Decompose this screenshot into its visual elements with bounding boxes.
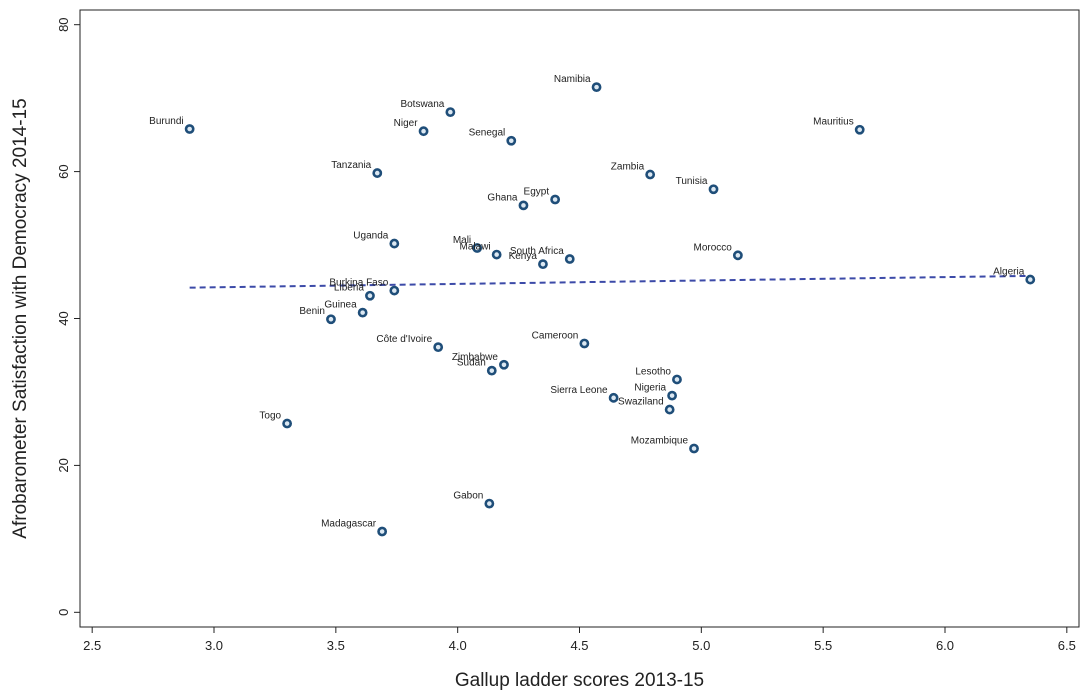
data-point [564, 254, 575, 264]
data-point [445, 107, 456, 117]
data-point [506, 135, 517, 146]
data-point [499, 359, 509, 370]
data-point [1025, 274, 1036, 285]
point-label: Algeria [993, 267, 1025, 278]
x-tick-label: 6.0 [936, 638, 954, 653]
x-axis-title: Gallup ladder scores 2013-15 [455, 670, 704, 691]
point-label: Zimbabwe [452, 352, 499, 363]
data-point [491, 249, 502, 260]
point-label: Malawi [460, 242, 491, 253]
point-label: Côte d'Ivoire [376, 334, 432, 345]
data-point [689, 443, 699, 454]
x-axis: 2.5 3.0 3.5 4.0 4.5 5.0 5.5 6.0 6.5 [83, 627, 1076, 653]
point-label: Namibia [554, 74, 591, 85]
data-point [184, 124, 195, 134]
x-tick-label: 3.5 [327, 638, 345, 653]
x-tick-label: 4.5 [570, 638, 588, 653]
data-point [372, 168, 383, 178]
data-point [667, 390, 677, 401]
point-label: Botswana [400, 99, 444, 110]
y-tick-label: 20 [56, 458, 71, 472]
trend-line-group [189, 274, 1031, 289]
point-label: Madagascar [321, 519, 377, 530]
point-label: Nigeria [634, 383, 666, 394]
point-label: Swaziland [618, 397, 664, 408]
data-points [184, 82, 1036, 537]
point-label: Sierra Leone [550, 385, 608, 396]
data-point [518, 200, 529, 211]
point-label: Gabon [453, 491, 483, 502]
x-tick-label: 5.0 [692, 638, 710, 653]
data-point [672, 374, 682, 385]
x-tick-label: 4.0 [449, 638, 467, 653]
point-label: Senegal [469, 128, 506, 139]
point-label: Mozambique [631, 436, 689, 447]
data-point [486, 365, 497, 376]
data-point [579, 338, 590, 349]
data-point [664, 404, 675, 415]
data-point [645, 169, 656, 180]
point-label: Guinea [324, 300, 357, 311]
data-point [418, 126, 429, 137]
point-label: Benin [299, 306, 325, 317]
data-point [591, 82, 602, 93]
plot-border [79, 9, 1080, 628]
point-label: Togo [259, 411, 281, 422]
point-label: Burundi [149, 116, 183, 127]
point-label: Uganda [353, 231, 388, 242]
data-point [357, 307, 368, 318]
point-label: Egypt [524, 187, 550, 198]
data-point [389, 238, 400, 249]
data-point [538, 259, 548, 270]
data-point [389, 285, 400, 296]
y-tick-label: 0 [56, 609, 71, 616]
data-point [433, 342, 444, 353]
point-label: Mauritius [813, 117, 854, 128]
data-point [732, 250, 743, 261]
point-label: Morocco [694, 242, 733, 253]
data-point [282, 418, 293, 429]
y-tick-label: 60 [56, 164, 71, 178]
data-point [484, 498, 495, 509]
point-label: Niger [394, 118, 419, 129]
y-tick-label: 40 [56, 311, 71, 325]
x-tick-label: 3.0 [205, 638, 223, 653]
point-label: Tunisia [676, 176, 708, 187]
point-label: Mali [453, 235, 471, 246]
data-point [608, 392, 619, 403]
data-point [326, 314, 336, 325]
point-label: Cameroon [532, 330, 579, 341]
y-axis: 0 20 40 60 80 [56, 17, 80, 616]
point-label: Kenya [509, 251, 538, 262]
y-tick-label: 80 [56, 17, 71, 31]
point-label: Tanzania [331, 160, 371, 171]
point-label: Ghana [487, 192, 517, 203]
plot-frame [79, 9, 1080, 628]
trend-line [189, 274, 1031, 289]
point-label: Zambia [611, 162, 645, 173]
point-label: Burkina Faso [329, 278, 388, 289]
point-label: South Africa [510, 246, 564, 257]
x-tick-label: 6.5 [1058, 638, 1076, 653]
data-point [365, 290, 375, 301]
data-point [472, 243, 483, 253]
data-point [550, 194, 561, 205]
data-point [708, 184, 719, 195]
y-axis-title: Afrobarometer Satisfaction with Democrac… [10, 98, 31, 538]
point-label: Liberia [334, 283, 364, 294]
data-point [854, 124, 865, 135]
point-label: Sudan [457, 358, 486, 369]
data-point [377, 526, 388, 537]
x-tick-label: 2.5 [83, 638, 101, 653]
x-tick-label: 5.5 [814, 638, 832, 653]
point-label: Lesotho [635, 366, 671, 377]
